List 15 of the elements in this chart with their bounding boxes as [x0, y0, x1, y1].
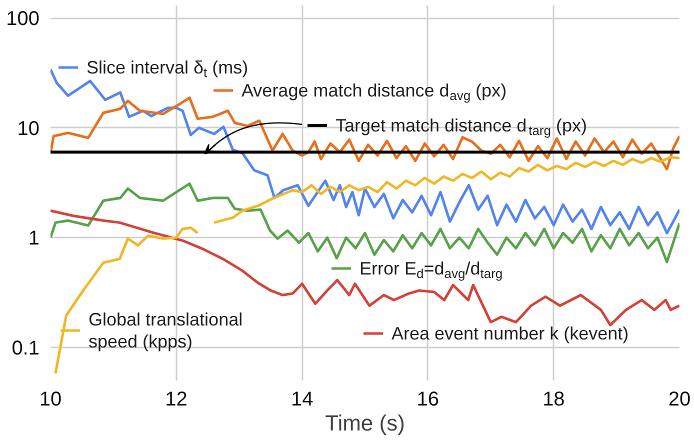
x-tick-label: 16 [416, 388, 440, 410]
line-series [50, 182, 680, 264]
line-series [50, 209, 680, 326]
x-tick-label: 18 [542, 388, 565, 410]
x-tick-label: 14 [290, 388, 314, 410]
y-tick-label: 100 [6, 8, 40, 30]
y-tick-label: 1 [28, 228, 40, 250]
x-tick-label: 20 [668, 388, 691, 410]
legend-label: Global translational speed (kpps) [88, 310, 243, 352]
y-tick-label: 10 [17, 118, 40, 140]
x-axis-title: Time (s) [325, 410, 405, 436]
y-tick-label: 0.1 [12, 337, 40, 360]
x-tick-label: 12 [165, 388, 188, 410]
legend-label: Area event number k (kevent) [392, 324, 629, 344]
x-tick-label: 10 [39, 388, 62, 410]
